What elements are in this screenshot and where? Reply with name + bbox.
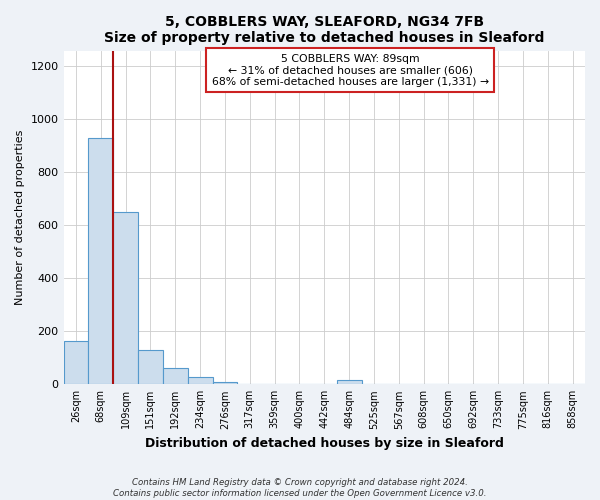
Text: Contains HM Land Registry data © Crown copyright and database right 2024.
Contai: Contains HM Land Registry data © Crown c… [113, 478, 487, 498]
Bar [163, 368, 188, 384]
Text: 5 COBBLERS WAY: 89sqm
← 31% of detached houses are smaller (606)
68% of semi-det: 5 COBBLERS WAY: 89sqm ← 31% of detached … [212, 54, 489, 87]
Bar [212, 382, 238, 384]
X-axis label: Distribution of detached houses by size in Sleaford: Distribution of detached houses by size … [145, 437, 504, 450]
Bar [64, 341, 88, 384]
Bar [138, 350, 163, 384]
Bar [188, 377, 212, 384]
Bar [113, 212, 138, 384]
Title: 5, COBBLERS WAY, SLEAFORD, NG34 7FB
Size of property relative to detached houses: 5, COBBLERS WAY, SLEAFORD, NG34 7FB Size… [104, 15, 544, 45]
Bar [337, 380, 362, 384]
Bar [88, 138, 113, 384]
Y-axis label: Number of detached properties: Number of detached properties [15, 130, 25, 305]
